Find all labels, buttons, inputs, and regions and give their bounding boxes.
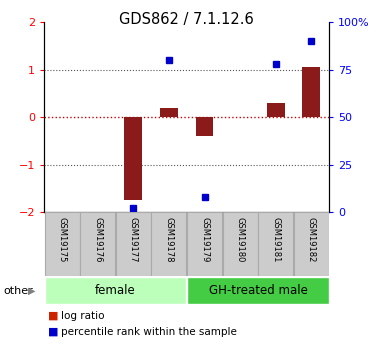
Text: GH-treated male: GH-treated male [209, 284, 307, 297]
Bar [45, 277, 186, 304]
Text: ■: ■ [48, 311, 59, 321]
Bar [294, 212, 329, 276]
Bar [187, 277, 329, 304]
Text: log ratio: log ratio [61, 311, 104, 321]
Bar [116, 212, 151, 276]
Text: GSM19175: GSM19175 [58, 217, 67, 263]
Text: GSM19181: GSM19181 [271, 217, 280, 263]
Bar [151, 212, 186, 276]
Bar [258, 212, 293, 276]
Text: GSM19180: GSM19180 [236, 217, 244, 263]
Text: ▶: ▶ [28, 286, 35, 296]
Text: GDS862 / 7.1.12.6: GDS862 / 7.1.12.6 [119, 12, 254, 27]
Bar [267, 103, 285, 117]
Text: GSM19182: GSM19182 [307, 217, 316, 263]
Text: GSM19178: GSM19178 [164, 217, 173, 263]
Bar [223, 212, 258, 276]
Text: GSM19176: GSM19176 [93, 217, 102, 263]
Bar [80, 212, 115, 276]
Text: percentile rank within the sample: percentile rank within the sample [61, 327, 237, 336]
Text: GSM19177: GSM19177 [129, 217, 138, 263]
Bar [160, 108, 178, 117]
Bar [124, 117, 142, 200]
Bar [303, 68, 320, 117]
Text: female: female [95, 284, 136, 297]
Bar [45, 212, 80, 276]
Bar [196, 117, 213, 136]
Text: ■: ■ [48, 327, 59, 336]
Text: GSM19179: GSM19179 [200, 217, 209, 263]
Bar [187, 212, 222, 276]
Text: other: other [4, 286, 33, 296]
